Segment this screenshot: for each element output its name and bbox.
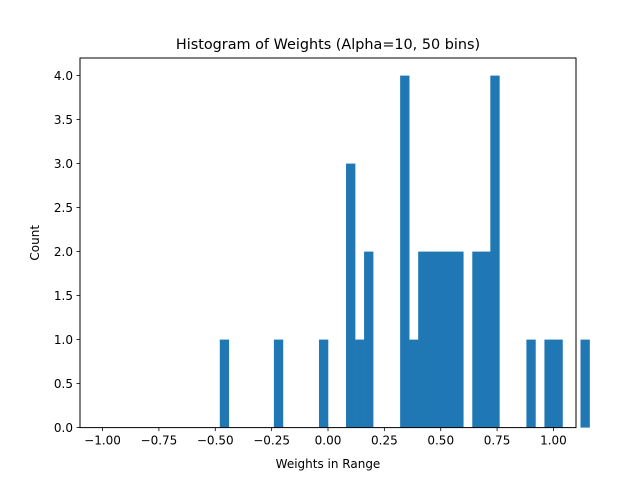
histogram-bar <box>418 251 428 428</box>
y-tick-label: 3.0 <box>54 157 73 171</box>
histogram-bar <box>481 251 491 428</box>
histogram-bar <box>364 251 374 428</box>
histogram-bar <box>355 339 365 428</box>
y-tick-label: 0.0 <box>54 421 73 435</box>
histogram-bar <box>409 339 419 428</box>
histogram-bar <box>400 75 410 428</box>
y-tick-label: 4.0 <box>54 69 73 83</box>
histogram-bars <box>219 75 590 428</box>
x-axis-ticks: −1.00 −0.75 −0.50 −0.25 0.00 0.25 0.50 0.75 1.00 <box>84 427 567 448</box>
y-axis-ticks: 0.0 0.5 1.0 1.5 2.0 2.5 3.0 3.5 4.0 <box>54 69 80 435</box>
x-tick-label: 0.75 <box>484 434 511 448</box>
x-axis-label: Weights in Range <box>276 457 381 471</box>
chart-title: Histogram of Weights (Alpha=10, 50 bins) <box>176 37 480 53</box>
histogram-bar <box>553 339 563 428</box>
histogram-bar <box>427 251 437 428</box>
y-tick-label: 1.5 <box>54 289 73 303</box>
x-tick-label: 0.50 <box>427 434 454 448</box>
histogram-bar <box>454 251 464 428</box>
histogram-bar <box>490 75 500 428</box>
histogram-bar <box>219 339 230 428</box>
histogram-bar <box>580 339 590 428</box>
histogram-bar <box>436 251 446 428</box>
x-tick-label: 1.00 <box>540 434 567 448</box>
x-tick-label: 0.00 <box>315 434 342 448</box>
histogram-bar <box>273 339 284 428</box>
histogram-bar <box>472 251 482 428</box>
y-tick-label: 3.5 <box>54 113 73 127</box>
x-tick-label: −0.75 <box>141 434 178 448</box>
y-tick-label: 2.5 <box>54 201 73 215</box>
x-tick-label: 0.25 <box>371 434 398 448</box>
plot-frame <box>79 57 577 429</box>
histogram-bar <box>346 163 356 428</box>
histogram-bar <box>445 251 455 428</box>
histogram-bar <box>318 339 329 428</box>
histogram-bar <box>544 339 554 428</box>
x-tick-label: −0.50 <box>197 434 234 448</box>
histogram-bar <box>526 339 536 428</box>
y-tick-label: 0.5 <box>54 377 73 391</box>
x-tick-label: −1.00 <box>84 434 121 448</box>
y-tick-label: 2.0 <box>54 245 73 259</box>
y-tick-label: 1.0 <box>54 333 73 347</box>
x-tick-label: −0.25 <box>253 434 290 448</box>
y-axis-label: Count <box>28 225 42 261</box>
